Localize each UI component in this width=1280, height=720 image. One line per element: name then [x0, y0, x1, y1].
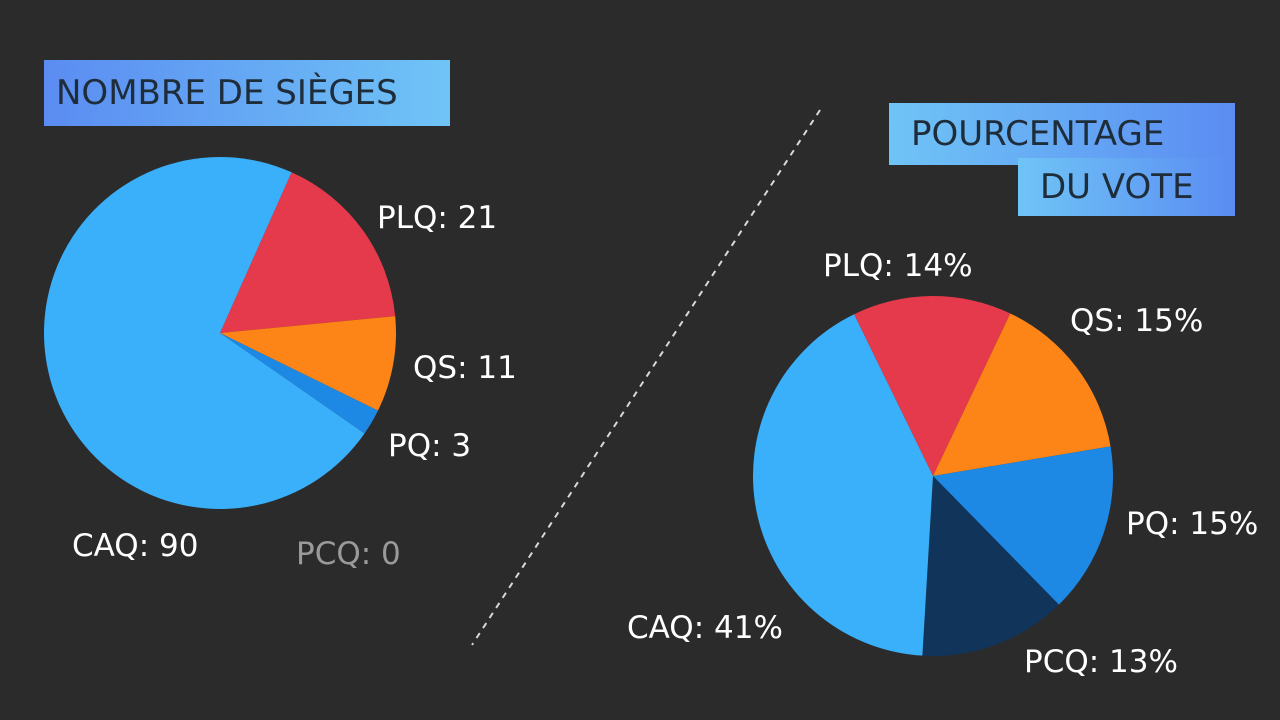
slice-label-pcq: PCQ: 13%	[1024, 644, 1178, 680]
slice-label-qs: QS: 11	[413, 350, 517, 386]
pie-slice-plq	[220, 172, 396, 333]
pie-slice-caq	[43, 156, 365, 509]
pie-slice-qs	[220, 316, 396, 411]
pie-slice-pq	[933, 446, 1113, 605]
vote-pie-chart: PLQ: 14% QS: 15% PQ: 15% PCQ: 13% CAQ: 41%	[627, 248, 1258, 680]
slice-label-plq: PLQ: 14%	[823, 248, 973, 284]
pie-slice-caq	[753, 314, 933, 656]
seats-chart-title: NOMBRE DE SIÈGES	[44, 60, 450, 126]
slice-label-pcq: PCQ: 0	[296, 536, 401, 572]
pie-slice-pq	[220, 333, 378, 434]
vote-chart-title-line1: POURCENTAGE	[889, 103, 1235, 165]
slice-label-pq: PQ: 15%	[1126, 506, 1258, 542]
slice-label-caq: CAQ: 90	[72, 528, 198, 564]
pie-slice-qs	[933, 313, 1111, 476]
vote-chart-title-line2: DU VOTE	[1018, 158, 1235, 216]
slice-label-qs: QS: 15%	[1070, 303, 1203, 339]
slice-label-pq: PQ: 3	[388, 428, 471, 464]
pie-slice-plq	[854, 296, 1011, 476]
slice-label-caq: CAQ: 41%	[627, 610, 783, 646]
slice-label-plq: PLQ: 21	[377, 200, 497, 236]
pie-slice-pcq	[922, 476, 1059, 656]
seats-pie-chart: PLQ: 21 QS: 11 PQ: 3 PCQ: 0 CAQ: 90	[43, 156, 517, 572]
divider-line	[471, 109, 821, 646]
